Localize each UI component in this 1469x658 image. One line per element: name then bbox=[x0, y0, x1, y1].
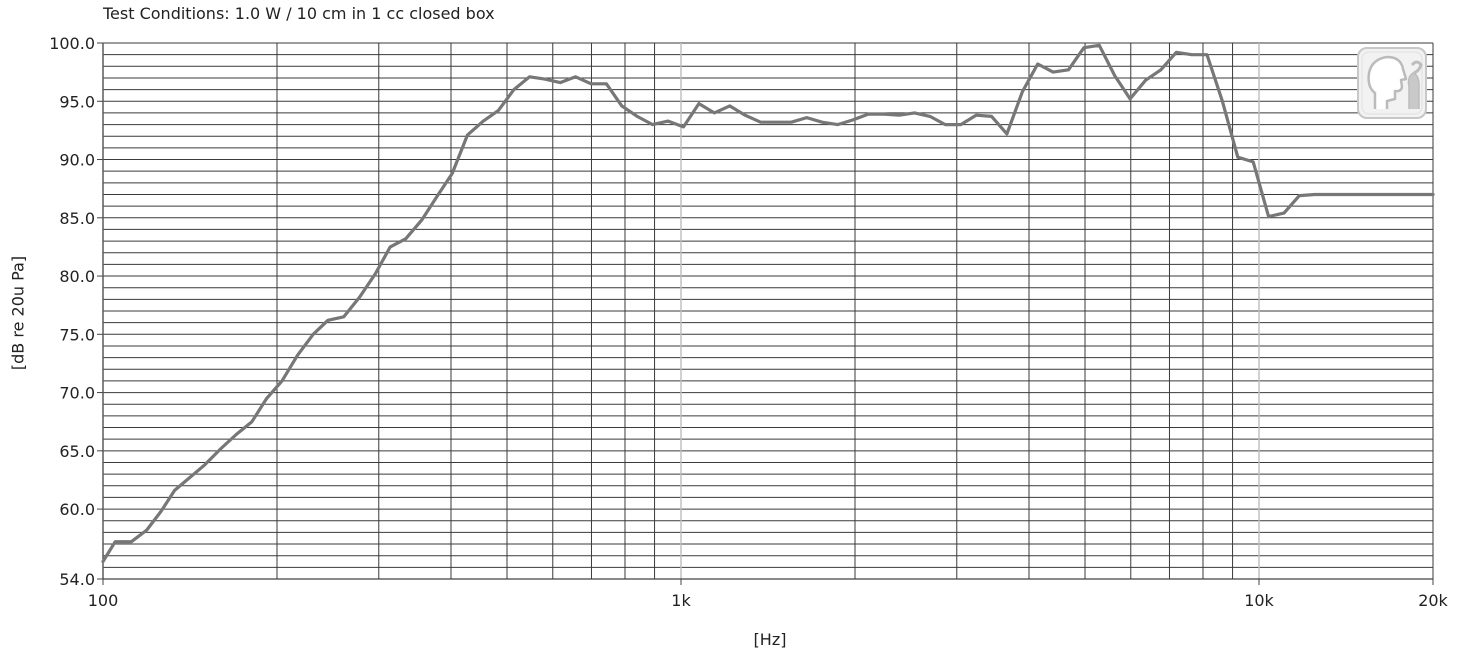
y-tick-label: 70.0 bbox=[59, 384, 95, 403]
y-tick-label: 95.0 bbox=[59, 92, 95, 111]
series-line bbox=[101, 43, 1435, 564]
y-tick-label: 65.0 bbox=[59, 442, 95, 461]
x-axis-label: [Hz] bbox=[753, 630, 787, 649]
y-tick-label: 100.0 bbox=[49, 34, 95, 53]
x-tick-label: 20k bbox=[1418, 591, 1448, 610]
y-tick-label: 54.0 bbox=[59, 570, 95, 589]
y-tick-label: 75.0 bbox=[59, 325, 95, 344]
x-tick-label: 100 bbox=[88, 591, 119, 610]
y-tick-label: 80.0 bbox=[59, 267, 95, 286]
y-tick-label: 60.0 bbox=[59, 500, 95, 519]
y-axis-label: [dB re 20u Pa] bbox=[8, 255, 28, 371]
chart-title: Test Conditions: 1.0 W / 10 cm in 1 cc c… bbox=[103, 4, 495, 23]
x-tick-label: 10k bbox=[1244, 591, 1274, 610]
x-tick-label: 1k bbox=[671, 591, 691, 610]
head-silhouette-logo bbox=[1357, 47, 1427, 119]
y-tick-label: 90.0 bbox=[59, 151, 95, 170]
y-tick-label: 85.0 bbox=[59, 209, 95, 228]
